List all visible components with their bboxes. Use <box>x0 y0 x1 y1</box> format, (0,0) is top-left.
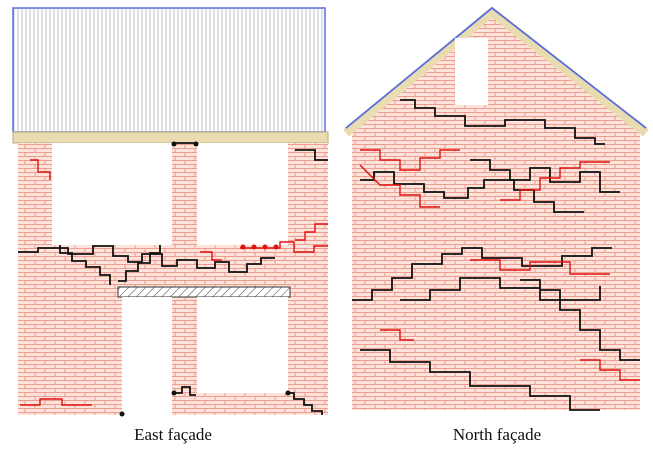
figure: East façade North façade <box>0 0 653 455</box>
caption: North façade <box>453 425 541 444</box>
wall <box>352 16 640 410</box>
lintel <box>118 287 290 297</box>
window <box>197 297 288 393</box>
roof <box>13 8 325 132</box>
east-facade: East façade <box>13 8 328 444</box>
window <box>52 143 172 245</box>
window <box>455 38 488 105</box>
door <box>122 297 172 415</box>
window <box>197 143 288 245</box>
north-facade: North façade <box>346 8 646 444</box>
caption: East façade <box>134 425 212 444</box>
eaves <box>13 132 328 143</box>
